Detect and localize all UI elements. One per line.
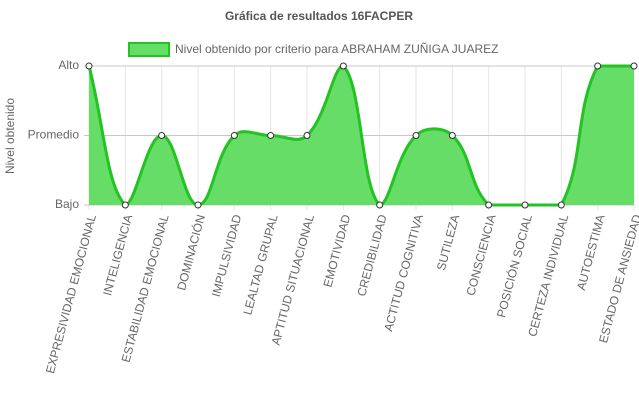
point	[412, 132, 420, 139]
y-tick-label: Bajo	[55, 197, 79, 211]
point	[376, 201, 384, 209]
point	[121, 201, 129, 209]
point	[339, 62, 347, 70]
x-tick-label: CONSCIENCIA	[464, 213, 499, 297]
point	[521, 201, 529, 209]
point	[158, 132, 166, 139]
x-tick-label: POSICIÓN SOCIAL	[493, 212, 535, 319]
point	[448, 132, 456, 139]
point	[194, 201, 202, 209]
point	[485, 201, 493, 209]
x-tick-label: SUTILEZA	[434, 213, 462, 272]
legend-swatch	[128, 42, 170, 57]
chart-title: Gráfica de resultados 16FACPER	[225, 9, 413, 23]
x-tick-label: LEALTAD GRUPAL	[240, 213, 280, 317]
line	[87, 64, 634, 207]
x-tick-label: EMOTIVIDAD	[320, 213, 353, 289]
point	[267, 132, 275, 139]
y-axis-title: Nivel obtenido	[3, 98, 17, 174]
x-tick-label: CERTEZA INDIVIDUAL	[525, 213, 571, 338]
x-tick-label: ACTITUD COGNITIVA	[381, 213, 426, 333]
point	[303, 132, 311, 139]
point	[594, 62, 602, 70]
point	[230, 132, 238, 139]
y-tick-label: Promedio	[28, 128, 80, 142]
x-tick-label: CREDIBILIDAD	[354, 213, 389, 298]
x-tick-label: EXPRESIVIDAD EMOCIONAL	[43, 213, 99, 375]
x-tick-label: DOMINACIÓN	[173, 213, 208, 292]
x-tick-label: INTELIGENCIA	[100, 213, 135, 297]
y-tick-label: Alto	[58, 58, 79, 72]
x-tick-label: AUTOESTIMA	[574, 213, 608, 292]
point	[85, 62, 93, 70]
point	[557, 201, 565, 209]
legend-label: Nivel obtenido por criterio para ABRAHAM…	[175, 42, 498, 56]
point	[630, 62, 638, 70]
x-tick-label: IMPULSIVIDAD	[209, 213, 245, 299]
